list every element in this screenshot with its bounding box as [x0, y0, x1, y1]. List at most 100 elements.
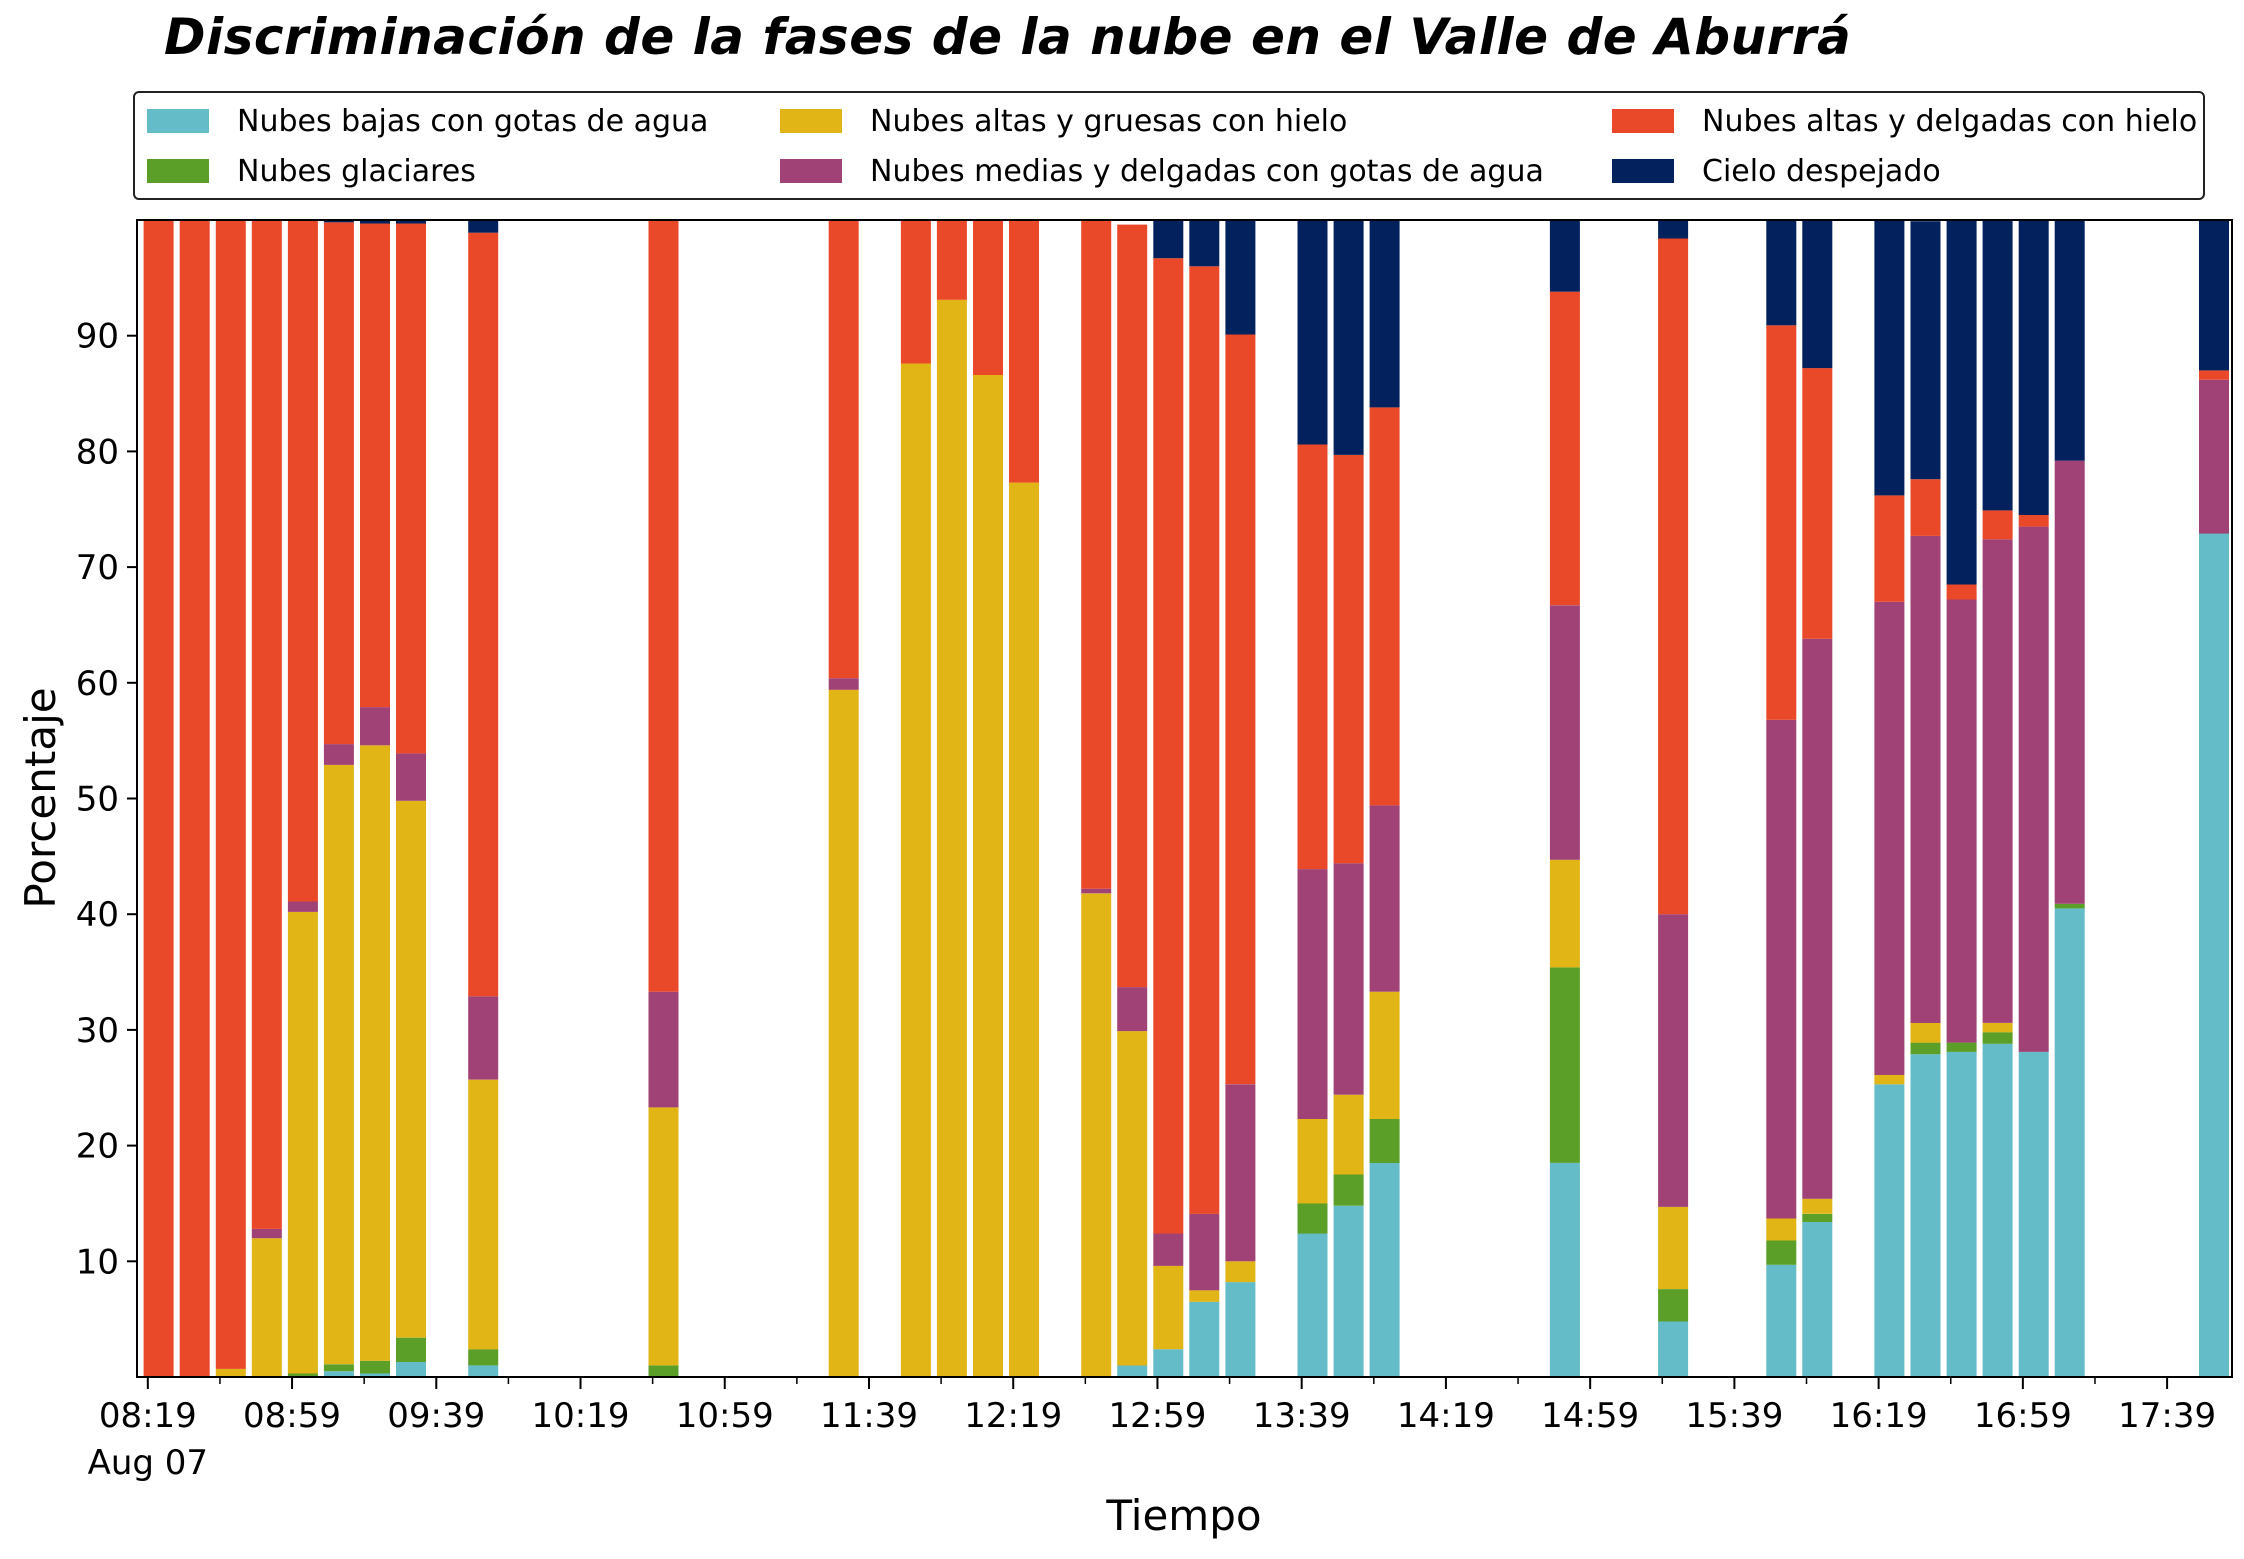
bar-segment — [2199, 379, 2229, 534]
bar-segment — [1297, 1119, 1328, 1204]
bar-segment — [1946, 1051, 1977, 1377]
bar-segment — [1766, 719, 1797, 1219]
bar-segment — [360, 745, 390, 1361]
bar-segment — [1117, 1365, 1148, 1377]
bar-segment — [1802, 1222, 1833, 1377]
bar-segment — [1549, 220, 1580, 292]
bar-segment — [468, 1365, 499, 1377]
legend-label: Nubes altas y delgadas con hielo — [1702, 103, 2198, 139]
bar-segment — [2018, 515, 2049, 527]
legend-label: Nubes bajas con gotas de agua — [237, 103, 709, 139]
x-tick-label: 09:39 — [387, 1396, 485, 1436]
bar-segment — [323, 764, 354, 1365]
legend-swatch — [147, 109, 209, 133]
bar-segment — [2018, 1051, 2049, 1377]
x-tick-label: 15:39 — [1685, 1396, 1783, 1436]
bar-segment — [251, 1228, 282, 1239]
bar-segment — [1802, 638, 1833, 1199]
legend-swatch — [780, 109, 842, 133]
bar-segment — [468, 232, 499, 997]
bars-group — [143, 220, 2229, 1378]
legend-swatch — [780, 159, 842, 183]
y-tick-label: 50 — [76, 780, 119, 820]
bar-segment — [648, 1107, 679, 1366]
x-tick-label: 14:19 — [1397, 1396, 1495, 1436]
bar-segment — [1333, 1094, 1364, 1175]
legend-item-nubes-altas-gruesas: Nubes altas y gruesas con hielo — [780, 97, 1347, 145]
bar-segment — [1982, 539, 2013, 1023]
legend-item-nubes-glaciares: Nubes glaciares — [147, 147, 476, 195]
bar-segment — [1369, 1119, 1400, 1163]
x-tick-label: 13:39 — [1253, 1396, 1351, 1436]
bar-segment — [1874, 601, 1905, 1075]
bar-segment — [1297, 220, 1328, 445]
x-tick-label: 12:19 — [964, 1396, 1062, 1436]
bar-segment — [2199, 533, 2229, 1377]
bar-segment — [1225, 220, 1256, 335]
legend-label: Cielo despejado — [1702, 153, 1941, 189]
bar-segment — [2018, 220, 2049, 515]
bar-segment — [1946, 599, 1977, 1043]
bar-segment — [2018, 526, 2049, 1052]
bar-segment — [468, 220, 499, 233]
bar-segment — [1009, 482, 1039, 1378]
bar-segment — [215, 220, 246, 1369]
bar-segment — [396, 1362, 426, 1377]
bar-segment — [1189, 220, 1220, 267]
bar-segment — [1946, 220, 1977, 585]
bar-segment — [936, 299, 967, 1377]
bar-segment — [648, 991, 679, 1108]
bar-segment — [287, 220, 318, 902]
bar-segment — [1333, 220, 1364, 455]
bar-segment — [1549, 859, 1580, 968]
bar-segment — [287, 1373, 318, 1377]
bar-segment — [1658, 220, 1689, 239]
bar-segment — [1910, 1054, 1941, 1377]
bar-segment — [1333, 863, 1364, 1095]
bar-segment — [1369, 220, 1400, 408]
bar-segment — [1189, 1290, 1220, 1302]
bar-segment — [1189, 266, 1220, 1214]
bar-segment — [1982, 1043, 2013, 1377]
bar-segment — [1297, 1203, 1328, 1234]
bar-segment — [323, 220, 354, 223]
bar-segment — [1766, 220, 1797, 326]
axes-group: 10 20 30 40 50 60 70 80 90 08:19 08:59 09:39 10:19 10… — [76, 317, 2216, 1483]
legend-label: Nubes medias y delgadas con gotas de agu… — [870, 153, 1544, 189]
bar-segment — [1874, 1075, 1905, 1085]
bar-segment — [2054, 220, 2085, 461]
bar-segment — [396, 223, 426, 754]
bar-segment — [1802, 368, 1833, 639]
bar-segment — [360, 220, 390, 224]
chart-title: Discriminación de la fases de la nube en… — [164, 8, 1852, 66]
plot-frame — [136, 219, 2233, 1378]
legend-swatch — [1612, 159, 1674, 183]
y-tick-label: 80 — [76, 432, 119, 472]
bar-segment — [1549, 605, 1580, 860]
chart-legend: Nubes bajas con gotas de agua Nubes glac… — [133, 91, 2205, 200]
y-tick-label: 30 — [76, 1011, 119, 1051]
bar-segment — [323, 222, 354, 745]
x-tick-label: 12:59 — [1108, 1396, 1206, 1436]
bar-segment — [1549, 1163, 1580, 1377]
bar-segment — [468, 1079, 499, 1350]
bar-segment — [2054, 460, 2085, 904]
x-axis-label: Tiempo — [1105, 1491, 1261, 1540]
bar-segment — [648, 220, 679, 992]
bar-segment — [828, 678, 859, 690]
bar-segment — [900, 363, 931, 1377]
bar-segment — [828, 220, 859, 679]
x-tick-label: 10:59 — [676, 1396, 774, 1436]
bar-segment — [1009, 220, 1039, 483]
bar-segment — [396, 220, 426, 224]
bar-segment — [936, 220, 967, 300]
bar-segment — [973, 375, 1003, 1377]
bar-segment — [1658, 1321, 1689, 1377]
bar-segment — [1081, 893, 1112, 1377]
bar-segment — [1225, 1084, 1256, 1262]
x-tick-label: 16:19 — [1830, 1396, 1928, 1436]
bar-segment — [1658, 238, 1689, 915]
legend-swatch — [1612, 109, 1674, 133]
legend-label: Nubes glaciares — [237, 153, 476, 189]
bar-segment — [396, 753, 426, 801]
